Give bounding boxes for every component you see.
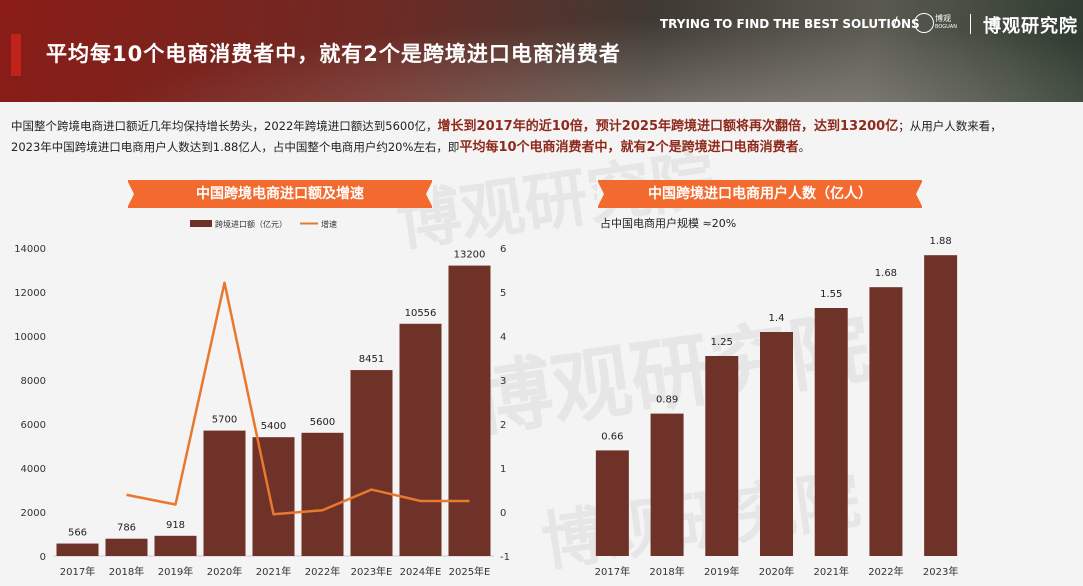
y-tick-label: 2000 — [21, 508, 46, 519]
bar-value-label: 5600 — [310, 417, 335, 428]
y2-tick-label: 0 — [500, 508, 506, 519]
logo-text: 博观 BOGUAN — [935, 14, 957, 32]
y2-tick-label: 6 — [500, 244, 506, 255]
intro-text-1: 中国整个跨境电商进口额近几年均保持增长势头，2022年跨境进口额达到5600亿， — [11, 119, 438, 133]
y-tick-label: 0 — [40, 552, 46, 563]
chart1-title-banner: 中国跨境电商进口额及增速 — [127, 180, 433, 208]
intro-highlight-1: 增长到2017年的近10倍，预计2025年跨境进口额将再次翻倍，达到13200亿 — [437, 119, 899, 134]
bar — [350, 370, 393, 556]
y-tick-label: 12000 — [14, 288, 46, 299]
logo-divider — [970, 14, 971, 34]
growth-line — [126, 281, 470, 516]
bar — [924, 255, 958, 556]
intro-text-2: ；从用户人数来看，2023年中国跨境进口电商用户人数达到1.88亿人，占中国整个… — [11, 119, 1002, 154]
bar-value-label: 13200 — [454, 250, 486, 261]
page-title: 平均每10个电商消费者中，就有2个是跨境进口电商消费者 — [46, 42, 621, 66]
x-tick-label: 2017年 — [60, 565, 95, 578]
intro-paragraph: 中国整个跨境电商进口额近几年均保持增长势头，2022年跨境进口额达到5600亿，… — [11, 116, 1011, 158]
chart2-user-count: 占中国电商用户规模 ≈20% 0.66 0.89 1.25 1.4 1.55 1.68 1.8… — [595, 216, 959, 578]
bar-value-label: 5700 — [212, 415, 237, 426]
y2-tick-label: 5 — [500, 288, 506, 299]
bar-value-label: 10556 — [405, 308, 437, 319]
bar-value-label: 918 — [166, 520, 185, 531]
legend-label-bar: 跨境进口额（亿元） — [215, 219, 287, 229]
bar — [448, 265, 491, 556]
x-tick-label: 2019年 — [158, 565, 193, 578]
y-tick-label: 6000 — [21, 420, 46, 431]
bar-value-label: 1.88 — [930, 236, 952, 247]
bar — [595, 450, 629, 556]
header-slash: / — [893, 15, 898, 31]
brand-name: 博观研究院 — [983, 16, 1078, 37]
x-tick-label: 2022年 — [868, 565, 903, 578]
y-tick-label: 10000 — [14, 332, 46, 343]
y2-tick-label: 2 — [500, 420, 506, 431]
y2-tick-label: 3 — [500, 376, 506, 387]
bar-value-label: 566 — [68, 528, 87, 539]
bar — [56, 543, 99, 556]
bar — [252, 437, 295, 556]
y-tick-label: 4000 — [21, 464, 46, 475]
x-tick-label: 2021年 — [256, 565, 291, 578]
bar — [105, 538, 148, 556]
intro-highlight-2: 平均每10个电商消费者中，就有2个是跨境进口电商消费者 — [459, 140, 799, 155]
chart2-title-banner: 中国跨境进口电商用户人数（亿人） — [597, 180, 923, 208]
bar-value-label: 0.66 — [601, 431, 623, 442]
x-tick-label: 2018年 — [109, 565, 144, 578]
bar-value-label: 5400 — [261, 421, 286, 432]
bar-value-label: 8451 — [359, 354, 384, 365]
x-tick-label: 2019年 — [704, 565, 739, 578]
x-tick-label: 2020年 — [207, 565, 242, 578]
x-tick-label: 2017年 — [595, 565, 630, 578]
bar — [760, 332, 793, 556]
y-tick-label: 8000 — [21, 376, 46, 387]
bar-value-label: 0.89 — [656, 395, 678, 406]
x-tick-label: 2020年 — [759, 565, 794, 578]
chart1-import-value: 0 2000 4000 6000 8000 10000 12000 14000 -1 0 1 2 3 4 5… — [14, 219, 510, 578]
legend-swatch-bar — [190, 220, 212, 227]
x-tick-label: 2022年 — [305, 565, 340, 578]
title-accent-bar — [11, 34, 21, 76]
bar — [705, 356, 739, 556]
x-tick-label: 2024年E — [400, 565, 442, 578]
bar — [869, 287, 903, 556]
bar — [154, 535, 197, 556]
y-tick-label: 14000 — [14, 244, 46, 255]
logo-en: BOGUAN — [935, 24, 957, 30]
bar — [399, 323, 442, 556]
x-tick-label: 2023年 — [923, 565, 958, 578]
bar — [203, 430, 246, 556]
bar-value-label: 1.4 — [769, 313, 785, 324]
bar-value-label: 786 — [117, 523, 136, 534]
logo-cn: 博观 — [935, 14, 951, 23]
bar-value-label: 1.25 — [711, 337, 733, 348]
bar-value-label: 1.68 — [875, 268, 897, 279]
logo-circle-icon — [914, 13, 934, 33]
bar-value-label: 1.55 — [820, 289, 842, 300]
bar — [814, 308, 848, 556]
intro-text-3: 。 — [798, 140, 811, 154]
page-header: 平均每10个电商消费者中，就有2个是跨境进口电商消费者 TRYING TO FI… — [0, 0, 1083, 102]
bar — [650, 413, 684, 556]
chart2-annotation: 占中国电商用户规模 ≈20% — [600, 216, 736, 230]
header-tagline: TRYING TO FIND THE BEST SOLUTIONS — [660, 17, 920, 31]
x-tick-label: 2025年E — [449, 565, 491, 578]
y2-tick-label: 4 — [500, 332, 506, 343]
x-tick-label: 2018年 — [649, 565, 684, 578]
x-tick-label: 2023年E — [351, 565, 393, 578]
y2-tick-label: -1 — [500, 552, 510, 563]
header-background — [0, 0, 1083, 102]
y2-tick-label: 1 — [500, 464, 506, 475]
bar — [301, 432, 344, 556]
legend-label-line: 增速 — [321, 219, 337, 229]
x-tick-label: 2021年 — [813, 565, 848, 578]
